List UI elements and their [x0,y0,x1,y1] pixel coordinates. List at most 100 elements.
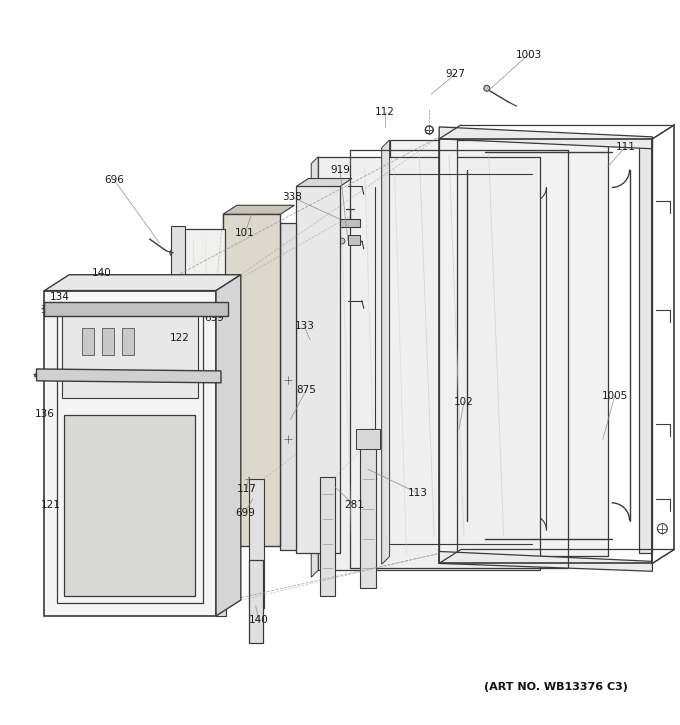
Polygon shape [65,415,195,596]
Text: 699: 699 [235,507,255,518]
Circle shape [260,518,269,526]
Polygon shape [63,308,198,398]
Circle shape [301,323,307,329]
Circle shape [241,521,250,530]
Polygon shape [280,223,296,550]
Text: 338: 338 [282,192,303,202]
Circle shape [286,389,291,394]
Circle shape [227,494,235,502]
Circle shape [301,199,307,204]
Circle shape [265,285,270,290]
Circle shape [301,448,307,455]
Polygon shape [381,140,390,564]
Polygon shape [44,275,241,291]
Polygon shape [82,328,94,355]
Polygon shape [249,560,262,642]
Polygon shape [439,127,457,563]
Circle shape [286,439,291,444]
Text: 121: 121 [40,500,61,510]
Circle shape [250,408,254,413]
Text: 875: 875 [296,385,316,395]
Circle shape [224,478,233,486]
Polygon shape [171,226,185,547]
Polygon shape [296,178,352,186]
Circle shape [483,86,490,91]
Circle shape [241,252,250,261]
Circle shape [317,448,323,455]
Polygon shape [44,291,216,616]
Text: 134: 134 [50,291,69,302]
Circle shape [269,526,277,535]
Text: 140: 140 [249,615,269,625]
Polygon shape [102,328,114,355]
Circle shape [254,267,259,272]
Polygon shape [296,186,340,553]
Polygon shape [356,429,379,450]
Circle shape [239,247,246,254]
Text: 117: 117 [237,484,257,494]
Circle shape [247,470,252,475]
Circle shape [233,314,240,320]
Circle shape [249,274,259,283]
Circle shape [233,476,237,480]
Polygon shape [320,477,335,596]
Circle shape [170,249,177,257]
Text: 133: 133 [294,321,314,331]
Text: 696: 696 [104,175,124,184]
Polygon shape [311,157,318,577]
Text: 122: 122 [169,334,189,343]
Text: 919: 919 [330,165,350,175]
Circle shape [301,490,307,496]
Polygon shape [184,229,225,542]
Circle shape [317,240,323,246]
Circle shape [255,502,262,508]
Polygon shape [639,137,652,553]
Circle shape [301,365,307,371]
Text: 102: 102 [454,397,474,407]
Circle shape [255,272,259,276]
Polygon shape [216,291,226,616]
Text: 1005: 1005 [602,391,628,401]
Circle shape [301,240,307,246]
Polygon shape [439,127,652,149]
Circle shape [245,255,252,262]
Circle shape [301,407,307,413]
Circle shape [256,316,263,323]
Text: 699: 699 [204,313,224,323]
Circle shape [286,340,291,344]
Polygon shape [223,214,280,547]
Circle shape [286,290,291,295]
Circle shape [256,323,260,328]
Circle shape [245,310,252,317]
Polygon shape [249,479,264,608]
Polygon shape [439,552,652,571]
Text: 136: 136 [35,409,54,418]
Text: 927: 927 [445,70,465,79]
Circle shape [317,407,323,413]
Circle shape [231,310,237,316]
Circle shape [272,465,277,471]
Circle shape [241,306,248,313]
Circle shape [254,514,258,518]
Text: 101: 101 [235,228,254,238]
Polygon shape [37,369,221,383]
Circle shape [235,231,240,236]
Text: 140: 140 [92,268,112,278]
Text: (ART NO. WB13376 C3): (ART NO. WB13376 C3) [483,682,628,692]
Polygon shape [44,302,228,316]
Polygon shape [122,328,134,355]
Circle shape [239,320,247,328]
Circle shape [286,489,291,494]
Circle shape [317,199,323,204]
Text: 113: 113 [407,488,427,498]
Circle shape [257,221,267,231]
Circle shape [301,282,307,288]
Text: 112: 112 [375,107,394,117]
Circle shape [260,465,265,470]
Circle shape [317,282,323,288]
Text: 281: 281 [344,500,364,510]
Circle shape [317,365,323,371]
Polygon shape [216,275,241,616]
Polygon shape [360,429,376,588]
Polygon shape [318,157,541,571]
